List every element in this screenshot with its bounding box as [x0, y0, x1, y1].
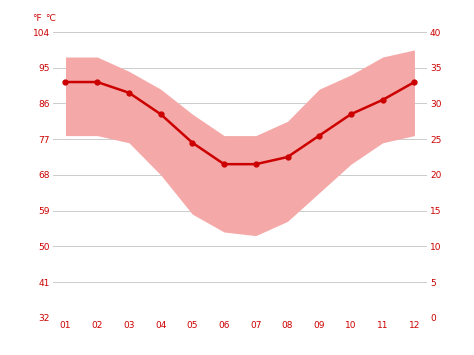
Text: °F: °F	[32, 15, 42, 23]
Text: °C: °C	[46, 15, 56, 23]
